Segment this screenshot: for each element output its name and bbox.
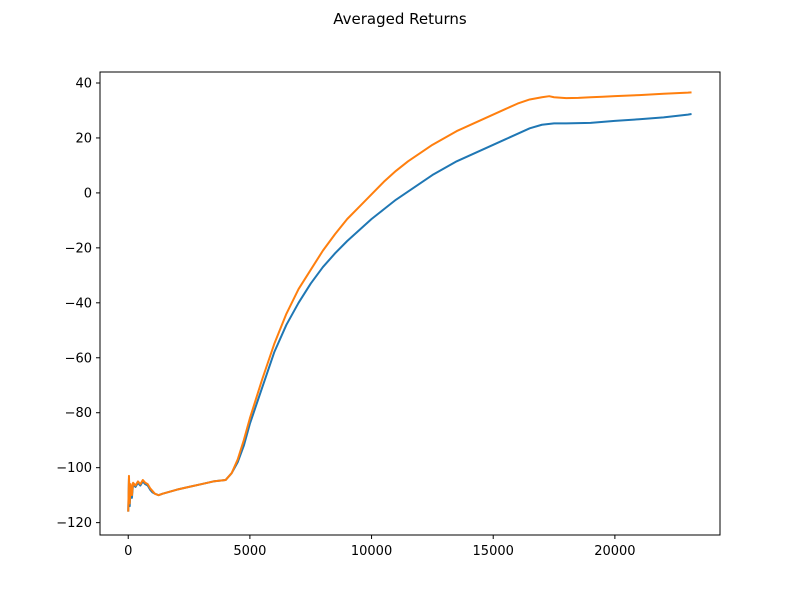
y-tick-label: −80: [65, 406, 92, 421]
x-tick-label: 5000: [233, 544, 266, 559]
y-tick-label: −100: [56, 461, 92, 476]
y-tick-label: −20: [65, 241, 92, 256]
y-tick-label: −60: [65, 351, 92, 366]
x-tick-label: 15000: [473, 544, 514, 559]
y-tick-label: 40: [75, 76, 92, 91]
chart-title: Averaged Returns: [333, 10, 467, 28]
x-tick-label: 20000: [594, 544, 635, 559]
y-tick-label: −40: [65, 296, 92, 311]
series-line-1: [127, 91, 692, 512]
y-axis-ticks: −120 −100 −80 −60 −40 −20 0 20 40: [56, 76, 100, 531]
plot-area-frame: [99, 71, 721, 536]
y-tick-label: −120: [56, 516, 92, 531]
x-tick-label: 0: [124, 544, 132, 559]
series-line-0: [127, 113, 692, 512]
y-tick-label: 0: [84, 186, 92, 201]
y-tick-label: 20: [75, 131, 92, 146]
series-layer: [127, 91, 692, 512]
x-tick-label: 10000: [351, 544, 392, 559]
x-axis-ticks: 0 5000 10000 15000 20000: [124, 535, 636, 559]
